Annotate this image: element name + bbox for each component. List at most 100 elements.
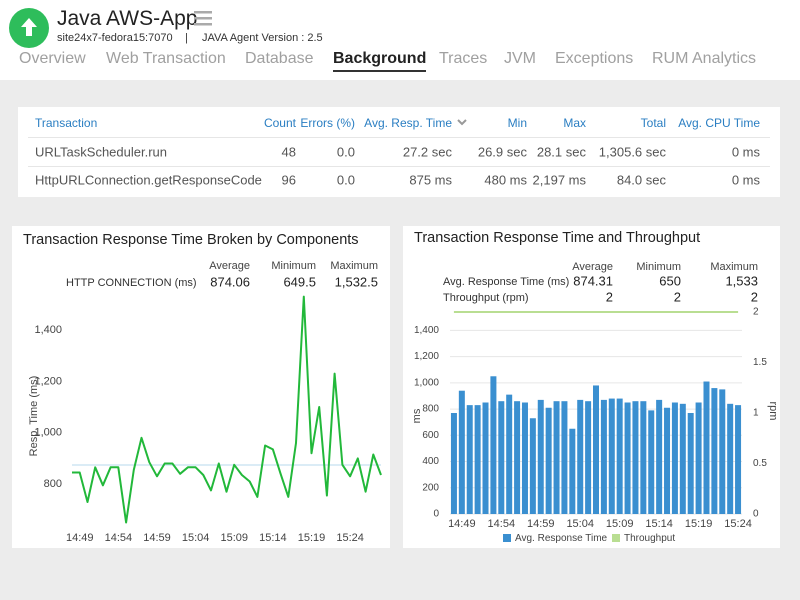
bar	[664, 407, 671, 514]
tab[interactable]: Overview	[19, 50, 86, 67]
x-tick-label: 15:04	[566, 518, 594, 530]
transaction-name[interactable]: HttpURLConnection.getResponseCode	[35, 172, 262, 188]
chart: Transaction Response Time Broken by Comp…	[23, 232, 382, 544]
column-header[interactable]: Errors (%)	[300, 116, 355, 130]
bar	[474, 405, 481, 514]
bar	[498, 401, 505, 514]
table-cell: 0 ms	[731, 172, 760, 188]
table-cell: 84.0 sec	[616, 172, 666, 188]
y-tick-label: 1,400	[34, 324, 62, 336]
bar	[506, 394, 513, 514]
y-axis-label: Resp. Time (ms)	[28, 376, 40, 457]
bar	[490, 376, 497, 514]
y-tick-label: 1,200	[34, 375, 62, 387]
stat-header: Minimum	[636, 261, 681, 273]
stat-value: 1,533	[725, 273, 758, 288]
bar	[703, 381, 710, 514]
tab[interactable]: Web Transaction	[106, 50, 226, 67]
stat-header: Maximum	[710, 261, 758, 273]
y-tick-label: 1,000	[414, 377, 439, 388]
app-icon	[9, 8, 49, 48]
stat-header: Maximum	[330, 260, 378, 272]
stat-value: 2	[606, 289, 613, 304]
x-tick-label: 14:54	[488, 518, 516, 530]
bar	[640, 401, 647, 514]
chart-panel: Transaction Response Time and Throughput…	[403, 226, 780, 548]
bar	[687, 413, 694, 514]
bar	[656, 399, 663, 514]
transaction-name[interactable]: URLTaskScheduler.run	[35, 144, 167, 160]
host-name: site24x7-fedora15:7070	[57, 32, 173, 44]
x-tick-label: 15:19	[685, 518, 713, 530]
stat-label: Throughput (rpm)	[443, 292, 529, 304]
y2-tick-label: 0	[753, 509, 759, 520]
x-tick-label: 15:09	[220, 532, 248, 544]
tab[interactable]: RUM Analytics	[652, 50, 757, 67]
y2-tick-label: 1.5	[753, 357, 767, 368]
table-cell: 96	[281, 172, 296, 188]
app-title: Java AWS-App	[57, 7, 198, 30]
bar	[529, 418, 536, 514]
y-tick-label: 800	[422, 404, 439, 415]
y-tick-label: 400	[422, 456, 439, 467]
y-tick-label: 1,400	[414, 325, 439, 336]
tab[interactable]: JVM	[504, 50, 536, 67]
stat-value: 2	[674, 289, 681, 304]
tab[interactable]: Traces	[439, 50, 488, 67]
x-tick-label: 14:59	[143, 532, 171, 544]
bar	[537, 399, 544, 514]
tab[interactable]: Background	[333, 50, 427, 72]
bar	[648, 410, 655, 514]
x-tick-label: 14:54	[105, 532, 133, 544]
stat-value: 650	[659, 273, 681, 288]
stat-value: 649.5	[283, 274, 316, 289]
response-line	[72, 295, 382, 524]
y2-axis-label: rpm	[767, 402, 779, 421]
bar	[482, 402, 489, 514]
table-cell: 48	[281, 144, 296, 160]
table-cell: 28.1 sec	[536, 144, 586, 160]
tab[interactable]: Database	[245, 50, 314, 67]
stat-label: Avg. Response Time (ms)	[443, 276, 569, 288]
bar	[679, 403, 686, 514]
y-axis-label: ms	[411, 408, 423, 423]
menu-icon[interactable]	[194, 10, 212, 26]
separator: |	[185, 32, 188, 44]
column-header[interactable]: Total	[640, 116, 666, 130]
table-cell: 26.9 sec	[477, 144, 527, 160]
stat-label: HTTP CONNECTION (ms)	[66, 277, 197, 289]
x-tick-label: 15:24	[724, 518, 752, 530]
legend-label: Avg. Response Time	[515, 533, 608, 544]
stat-value: 2	[751, 289, 758, 304]
stat-value: 1,532.5	[335, 274, 378, 289]
bar	[600, 399, 607, 514]
sort-icon[interactable]	[457, 119, 467, 127]
row-divider	[28, 137, 770, 138]
x-tick-label: 15:09	[606, 518, 634, 530]
tab[interactable]: Exceptions	[555, 50, 634, 67]
x-tick-label: 14:49	[448, 518, 476, 530]
agent-version: JAVA Agent Version : 2.5	[202, 32, 323, 44]
column-header[interactable]: Min	[507, 116, 527, 130]
column-header[interactable]: Avg. Resp. Time	[364, 116, 452, 130]
table-cell: 875 ms	[409, 172, 452, 188]
bar	[711, 388, 718, 514]
row-divider	[28, 166, 770, 167]
bar	[521, 402, 528, 514]
bar	[561, 401, 568, 514]
column-header[interactable]: Avg. CPU Time	[678, 116, 760, 130]
column-header[interactable]: Count	[263, 116, 296, 130]
table-cell: 0.0	[336, 172, 355, 188]
x-tick-label: 15:14	[645, 518, 673, 530]
chart: Transaction Response Time and Throughput…	[411, 230, 779, 544]
column-header[interactable]: Max	[563, 116, 586, 130]
table-cell: 27.2 sec	[402, 144, 452, 160]
column-header[interactable]: Transaction	[35, 116, 98, 130]
stat-value: 874.06	[210, 274, 250, 289]
chart-panel: Transaction Response Time Broken by Comp…	[12, 226, 390, 548]
x-tick-label: 15:24	[336, 532, 364, 544]
table-cell: 1,305.6 sec	[598, 144, 666, 160]
x-tick-label: 14:59	[527, 518, 555, 530]
legend-label: Throughput	[624, 533, 675, 544]
